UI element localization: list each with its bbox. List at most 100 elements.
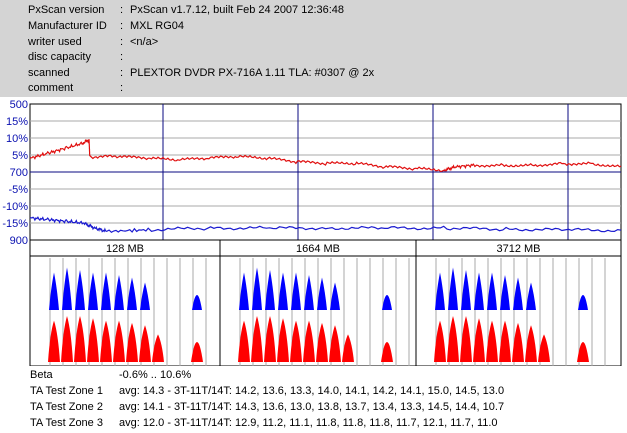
ta-blue-peak <box>291 272 301 310</box>
ta-red-peak <box>342 334 354 362</box>
y-tick-label: 10% <box>6 133 28 145</box>
info-colon: : <box>120 36 124 48</box>
ta-blue-peak-14t <box>578 295 588 310</box>
info-key: comment <box>28 82 74 94</box>
ta-red-peak <box>290 320 302 362</box>
ta-red-peak <box>264 316 276 362</box>
results-panel: Beta -0.6% .. 10.6% TA Test Zone 1 avg: … <box>0 366 627 433</box>
ta-red-peak <box>48 320 60 362</box>
beta-jitter-plot: 500 15% 10% 5% 700 -5% -10% -15% 900 <box>2 99 622 247</box>
ta-blue-peak <box>265 270 275 310</box>
ta-red-peak <box>329 325 341 362</box>
ta-blue-peak <box>526 282 536 310</box>
y-tick-label: 700 <box>10 167 28 179</box>
ta-red-peak-14t <box>577 342 589 362</box>
zone-label: 128 MB <box>106 243 144 255</box>
ta-red-peak <box>61 316 73 362</box>
ta-blue-peak <box>140 282 150 310</box>
ta-zone-label: TA Test Zone 1 <box>30 385 103 397</box>
ta-red-peak <box>74 316 86 362</box>
y-tick-label: -15% <box>2 218 28 230</box>
ta-red-peak <box>152 334 164 362</box>
ta-red-peak-14t <box>381 342 393 362</box>
scan-info-panel: PxScan version : PxScan v1.7.12, built F… <box>0 0 627 97</box>
y-tick-label: 900 <box>10 235 28 247</box>
info-key: scanned <box>28 67 70 79</box>
y-tick-label: 15% <box>6 116 28 128</box>
ta-blue-peak <box>317 277 327 310</box>
info-value: PLEXTOR DVDR PX-716A 1.11 TLA: #0307 @ 2… <box>130 67 375 79</box>
ta-blue-peak <box>252 267 262 310</box>
ta-blue-peak <box>304 275 314 310</box>
info-key: PxScan version <box>28 4 105 16</box>
beta-value: -0.6% .. 10.6% <box>119 369 192 381</box>
ta-blue-peak-14t <box>382 295 392 310</box>
ta-blue-peak <box>127 277 137 310</box>
ta-red-peak <box>460 316 472 362</box>
info-key: disc capacity <box>28 51 91 63</box>
ta-zone-value: avg: 14.1 - 3T-11T/14T: 14.3, 13.6, 13.0… <box>119 401 505 413</box>
ta-blue-peak <box>88 272 98 310</box>
ta-red-peak <box>486 320 498 362</box>
ta-blue-peak <box>49 272 59 310</box>
info-colon: : <box>120 20 124 32</box>
ta-red-peak <box>538 334 550 362</box>
ta-blue-peak <box>487 272 497 310</box>
ta-blue-peak <box>101 272 111 310</box>
ta-zone-label: TA Test Zone 2 <box>30 401 103 413</box>
ta-blue-peak <box>239 272 249 310</box>
ta-blue-peak-14t <box>192 295 202 310</box>
ta-blue-peak <box>114 275 124 310</box>
info-colon: : <box>120 67 124 79</box>
ta-blue-peak <box>500 275 510 310</box>
ta-blue-peak <box>62 267 72 310</box>
jitter-line <box>29 216 622 234</box>
ta-red-peak <box>499 320 511 362</box>
ta-blue-peak <box>474 272 484 310</box>
zone-label: 3712 MB <box>496 243 540 255</box>
ta-red-peak <box>113 320 125 362</box>
beta-label: Beta <box>30 369 53 381</box>
ta-red-peak-14t <box>191 342 203 362</box>
ta-red-peak <box>525 325 537 362</box>
ta-red-peak <box>512 322 524 362</box>
y-tick-label: -5% <box>8 184 28 196</box>
y-tick-label: 500 <box>10 99 28 111</box>
info-colon: : <box>120 51 124 63</box>
ta-red-peak <box>87 318 99 362</box>
ta-zone-value: avg: 14.3 - 3T-11T/14T: 14.2, 13.6, 13.3… <box>119 385 505 397</box>
ta-red-peak <box>251 316 263 362</box>
beta-line <box>29 139 622 173</box>
scan-chart: 500 15% 10% 5% 700 -5% -10% -15% 900 128 MB 1664 … <box>2 99 622 366</box>
ta-blue-peak <box>278 272 288 310</box>
ta-zone-label: TA Test Zone 3 <box>30 417 103 429</box>
ta-red-peak <box>100 320 112 362</box>
info-key: writer used <box>28 36 82 48</box>
ta-blue-peak <box>75 270 85 310</box>
info-colon: : <box>120 4 124 16</box>
info-value: <n/a> <box>130 36 159 48</box>
ta-zone-histograms: 128 MB 1664 MB 3712 MB <box>29 239 622 366</box>
ta-blue-peak <box>435 272 445 310</box>
y-tick-label: 5% <box>12 150 28 162</box>
ta-zone-value: avg: 12.0 - 3T-11T/14T: 12.9, 11.2, 11.1… <box>119 417 498 429</box>
info-value: MXL RG04 <box>130 20 185 32</box>
info-value: PxScan v1.7.12, built Feb 24 2007 12:36:… <box>130 4 345 16</box>
ta-red-peak <box>277 318 289 362</box>
ta-red-peak <box>447 316 459 362</box>
ta-red-peak <box>434 320 446 362</box>
zone-label: 1664 MB <box>296 243 340 255</box>
ta-red-peak <box>473 318 485 362</box>
ta-red-peak <box>316 322 328 362</box>
info-key: Manufacturer ID <box>28 20 107 32</box>
ta-blue-peak <box>330 282 340 310</box>
ta-red-peak <box>303 320 315 362</box>
ta-red-peak <box>238 320 250 362</box>
info-colon: : <box>120 82 124 94</box>
ta-blue-peak <box>461 270 471 310</box>
ta-blue-peak <box>513 277 523 310</box>
y-tick-label: -10% <box>2 201 28 213</box>
ta-blue-peak <box>448 267 458 310</box>
ta-red-peak <box>126 322 138 362</box>
ta-red-peak <box>139 325 151 362</box>
